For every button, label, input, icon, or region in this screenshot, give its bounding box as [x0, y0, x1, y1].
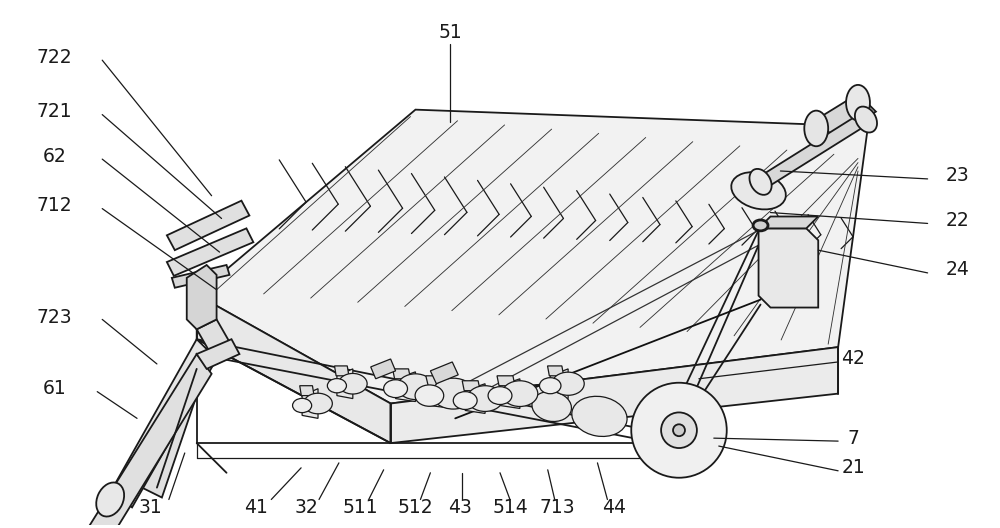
- Ellipse shape: [398, 374, 433, 400]
- Polygon shape: [497, 376, 515, 386]
- Polygon shape: [759, 216, 818, 229]
- Polygon shape: [167, 201, 249, 250]
- Text: 7: 7: [847, 429, 859, 448]
- Ellipse shape: [467, 386, 503, 411]
- Polygon shape: [335, 366, 349, 376]
- Text: 723: 723: [37, 308, 72, 327]
- Polygon shape: [82, 354, 212, 528]
- Text: 61: 61: [43, 379, 66, 398]
- Ellipse shape: [661, 412, 697, 448]
- Text: 32: 32: [294, 498, 318, 517]
- Ellipse shape: [855, 107, 877, 133]
- Polygon shape: [430, 362, 458, 384]
- Text: 31: 31: [138, 498, 162, 517]
- Ellipse shape: [552, 372, 584, 395]
- Text: 712: 712: [37, 196, 72, 215]
- Polygon shape: [816, 94, 876, 137]
- Text: 62: 62: [43, 147, 66, 166]
- Polygon shape: [426, 376, 447, 386]
- Ellipse shape: [96, 483, 124, 516]
- Polygon shape: [197, 295, 391, 443]
- Polygon shape: [187, 265, 217, 329]
- Ellipse shape: [488, 386, 512, 404]
- Text: 713: 713: [540, 498, 575, 517]
- Ellipse shape: [731, 172, 786, 210]
- Text: 42: 42: [841, 350, 865, 369]
- Polygon shape: [302, 389, 318, 418]
- Ellipse shape: [572, 397, 627, 437]
- Polygon shape: [197, 319, 236, 364]
- Text: 514: 514: [492, 498, 528, 517]
- Ellipse shape: [453, 392, 477, 409]
- Ellipse shape: [339, 373, 367, 394]
- Polygon shape: [337, 369, 353, 399]
- Ellipse shape: [304, 393, 332, 414]
- Polygon shape: [396, 372, 415, 401]
- Text: 44: 44: [602, 498, 626, 517]
- Polygon shape: [142, 374, 200, 497]
- Polygon shape: [548, 366, 564, 376]
- Text: 21: 21: [841, 458, 865, 477]
- Ellipse shape: [804, 111, 828, 146]
- Polygon shape: [761, 114, 866, 188]
- Ellipse shape: [327, 379, 346, 393]
- Text: 24: 24: [946, 260, 969, 279]
- Polygon shape: [462, 381, 480, 391]
- Polygon shape: [500, 379, 520, 409]
- Text: 722: 722: [37, 48, 72, 67]
- Ellipse shape: [415, 385, 444, 406]
- Polygon shape: [167, 229, 253, 276]
- Text: 43: 43: [448, 498, 472, 517]
- Ellipse shape: [631, 383, 727, 478]
- Text: 41: 41: [244, 498, 268, 517]
- Polygon shape: [300, 386, 314, 395]
- Polygon shape: [465, 384, 485, 413]
- Polygon shape: [197, 110, 868, 403]
- Polygon shape: [759, 229, 818, 307]
- Ellipse shape: [293, 398, 312, 412]
- Text: 511: 511: [343, 498, 379, 517]
- Polygon shape: [391, 347, 838, 443]
- Polygon shape: [550, 369, 568, 399]
- Ellipse shape: [673, 425, 685, 436]
- Ellipse shape: [753, 220, 768, 231]
- Ellipse shape: [502, 381, 538, 407]
- Text: 512: 512: [398, 498, 433, 517]
- Polygon shape: [429, 379, 453, 409]
- Ellipse shape: [532, 391, 571, 421]
- Text: 22: 22: [946, 211, 969, 230]
- Ellipse shape: [384, 380, 408, 398]
- Ellipse shape: [754, 221, 768, 230]
- Ellipse shape: [846, 85, 870, 120]
- Polygon shape: [393, 369, 411, 379]
- Text: 51: 51: [438, 23, 462, 42]
- Text: 721: 721: [37, 102, 72, 121]
- Polygon shape: [172, 265, 230, 288]
- Polygon shape: [371, 359, 396, 379]
- Ellipse shape: [432, 378, 475, 409]
- Polygon shape: [110, 339, 217, 507]
- Ellipse shape: [539, 378, 561, 394]
- Ellipse shape: [68, 527, 96, 528]
- Polygon shape: [197, 339, 239, 369]
- Text: 23: 23: [946, 166, 969, 185]
- Ellipse shape: [749, 169, 772, 195]
